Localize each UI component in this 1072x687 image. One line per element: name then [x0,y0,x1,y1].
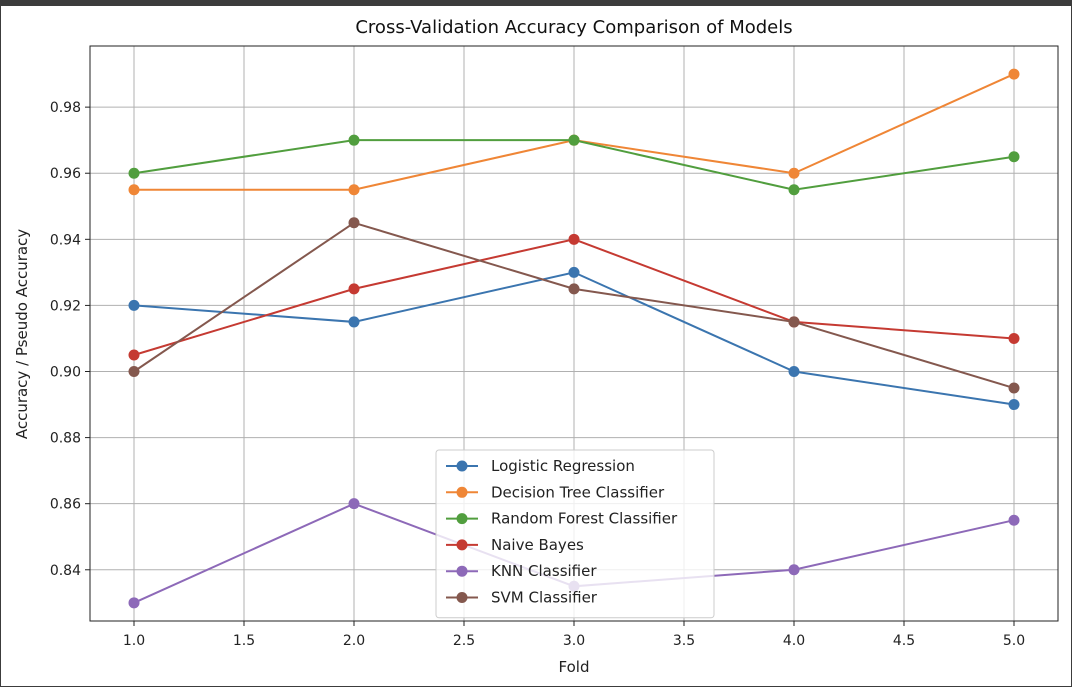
legend-item: Decision Tree Classifier [446,483,665,501]
legend-item: Random Forest Classifier [446,510,678,528]
x-axis-label: Fold [559,658,590,676]
y-tick-label: 0.90 [50,365,81,381]
y-tick-label: 0.94 [50,232,81,248]
data-point [788,366,800,378]
data-point [568,233,580,245]
x-tick-label: 1.5 [233,633,255,649]
y-tick-label: 0.96 [50,166,81,182]
legend-marker [456,513,468,525]
y-tick-label: 0.98 [50,100,81,116]
data-point [1008,332,1020,344]
series-random-forest-classifier [128,134,1020,196]
legend-box [435,449,715,619]
legend-label: Logistic Regression [491,457,635,475]
data-point [1008,151,1020,163]
data-point [128,349,140,361]
legend-marker [456,565,468,577]
legend-item: SVM Classifier [446,589,598,607]
data-point [1008,382,1020,394]
data-point [788,316,800,328]
y-tick-label: 0.84 [50,563,81,579]
series-group [128,68,1020,609]
series-svm-classifier [128,217,1020,394]
x-tick-label: 3.5 [673,633,695,649]
x-tick-label: 3.0 [563,633,585,649]
y-tick-label: 0.88 [50,431,81,447]
y-tick-label: 0.92 [50,298,81,314]
data-point [1008,514,1020,526]
y-axis: 0.84 0.86 0.88 0.90 0.92 0.94 0.96 0.98 [50,100,90,579]
x-tick-label: 1.0 [123,633,145,649]
data-point [568,266,580,278]
data-point [348,184,360,196]
legend-item: KNN Classifier [446,562,597,580]
legend-item: Logistic Regression [446,457,635,475]
data-point [348,217,360,229]
legend-label: KNN Classifier [491,562,597,580]
x-tick-label: 2.0 [343,633,365,649]
x-tick-label: 4.0 [783,633,805,649]
legend-marker [456,539,468,551]
legend-item: Naive Bayes [446,536,584,554]
chart-title: Cross-Validation Accuracy Comparison of … [355,17,792,38]
x-tick-label: 2.5 [453,633,475,649]
legend-marker [456,592,468,603]
data-point [348,498,360,510]
data-point [788,564,800,576]
data-point [568,134,580,146]
legend-marker [456,486,468,498]
legend: Logistic Regression Decision Tree Classif… [435,449,715,619]
data-point [348,134,360,146]
legend-label: Decision Tree Classifier [491,483,665,501]
legend-label: Random Forest Classifier [491,510,678,528]
data-point [128,167,140,179]
legend-label: SVM Classifier [491,589,598,607]
y-tick-label: 0.86 [50,497,81,513]
data-point [128,366,140,378]
data-point [348,316,360,328]
data-point [128,597,140,609]
data-point [128,299,140,311]
data-point [1008,68,1020,80]
x-tick-label: 4.5 [893,633,915,649]
series-logistic-regression [128,266,1020,411]
data-point [788,184,800,196]
legend-label: Naive Bayes [491,536,584,554]
data-point [1008,399,1020,411]
y-axis-label: Accuracy / Pseudo Accuracy [13,229,31,439]
x-axis: 1.0 1.5 2.0 2.5 3.0 3.5 4.0 4.5 5.0 [123,621,1025,649]
legend-marker [456,460,468,472]
data-point [348,283,360,295]
data-point [788,167,800,179]
data-point [128,184,140,196]
x-tick-label: 5.0 [1003,633,1025,649]
data-point [568,283,580,295]
